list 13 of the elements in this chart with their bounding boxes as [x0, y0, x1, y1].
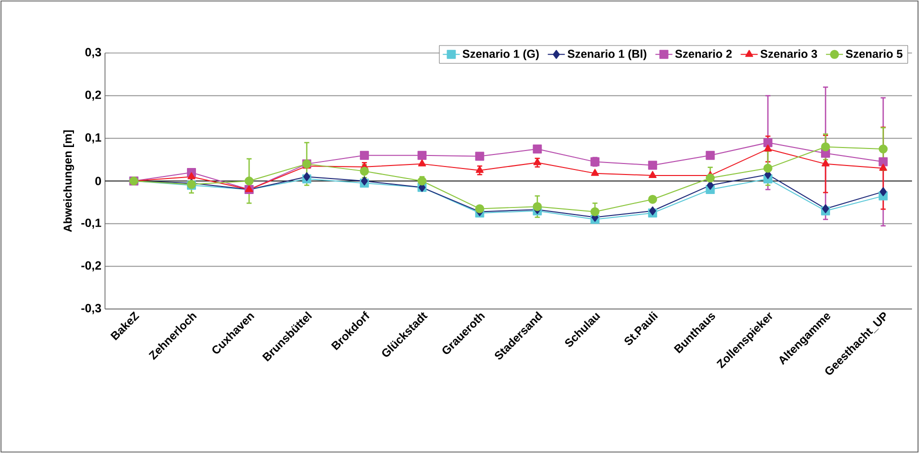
legend-label: Szenario 2	[675, 50, 732, 58]
y-tick-label: -0,1	[81, 218, 102, 229]
legend-label: Szenario 1 (G)	[462, 50, 539, 60]
y-tick-label: -0,3	[81, 304, 102, 314]
y-tick-label: -0,2	[81, 261, 102, 272]
legend-label: Szenario 3	[760, 50, 818, 58]
legend-label: Szenario 5	[846, 50, 902, 58]
legend-label: Szenario 1 (Bl)	[568, 50, 646, 60]
y-axis-title: Abweichungen [m]	[63, 130, 74, 232]
y-tick-label: 0,3	[85, 48, 102, 58]
y-tick-label: 0,1	[85, 133, 102, 144]
y-tick-label: 0,2	[85, 90, 102, 101]
y-tick-label: 0	[95, 176, 101, 186]
